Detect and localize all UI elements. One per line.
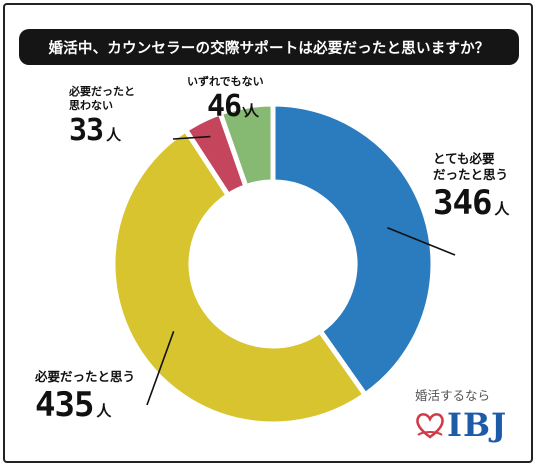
- brand-tagline: 婚活するなら: [415, 388, 491, 403]
- label-very-necessary-line-2: だったと思う: [433, 167, 509, 182]
- heart-icon: [416, 413, 444, 439]
- brand-logo: 婚活するなら IBJ: [415, 385, 507, 444]
- unit-necessary: 人: [96, 402, 112, 420]
- brand-name: IBJ: [447, 406, 508, 444]
- value-not-necessary: 33: [69, 113, 104, 148]
- leader-very-necessary: [387, 227, 456, 256]
- label-very-necessary: とても必要 だったと思う 346 人: [433, 151, 509, 223]
- label-neither: いずれでもない 46 人: [187, 75, 264, 124]
- label-neither-line-1: いずれでもない: [187, 75, 264, 88]
- label-very-necessary-line-1: とても必要: [433, 151, 495, 166]
- slice-necessary: [110, 126, 369, 427]
- leader-neither: [242, 106, 249, 117]
- chart-title: 婚活中、カウンセラーの交際サポートは必要だったと思いますか？: [19, 29, 519, 65]
- slice-very-necessary: [270, 101, 436, 399]
- label-necessary-line-1: 必要だったと思う: [35, 369, 136, 384]
- unit-very-necessary: 人: [494, 200, 510, 218]
- leader-not-necessary: [172, 135, 211, 140]
- unit-not-necessary: 人: [106, 126, 122, 144]
- value-very-necessary: 346: [433, 183, 492, 223]
- leader-necessary: [146, 331, 175, 406]
- label-necessary: 必要だったと思う 435 人: [35, 369, 135, 425]
- donut-chart: [110, 101, 456, 427]
- label-not-necessary-line-1: 必要だったと: [69, 85, 135, 98]
- slice-neither: [217, 101, 276, 190]
- label-not-necessary: 必要だったと 思わない 33 人: [69, 85, 135, 148]
- value-neither: 46: [207, 89, 242, 124]
- value-necessary: 435: [35, 385, 94, 425]
- unit-neither: 人: [244, 102, 260, 120]
- chart-frame: 婚活中、カウンセラーの交際サポートは必要だったと思いますか？ とても必要 だった…: [3, 3, 533, 463]
- label-not-necessary-line-2: 思わない: [69, 99, 113, 112]
